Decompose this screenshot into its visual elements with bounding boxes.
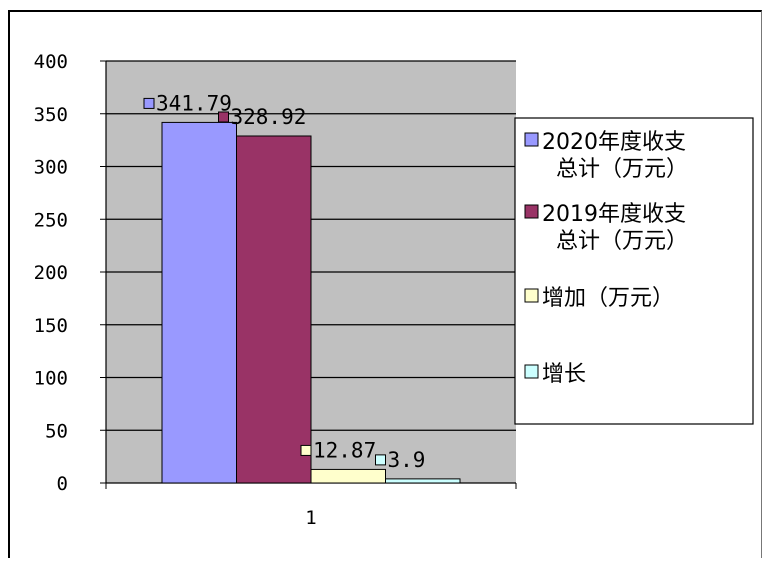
- y-tick-label: 250: [34, 209, 68, 231]
- y-tick-label: 350: [34, 104, 68, 126]
- data-label-key: [218, 111, 229, 123]
- y-axis: 0 50 100 150 200 250 300 350 400: [34, 51, 107, 495]
- y-tick-label: 300: [34, 157, 68, 179]
- legend-label: 总计（万元）: [556, 157, 688, 182]
- legend-swatch: [524, 288, 539, 303]
- data-label: 328.92: [231, 105, 307, 129]
- data-label-key: [143, 97, 155, 109]
- x-axis: 1: [105, 482, 517, 529]
- data-label-key: [300, 444, 312, 456]
- bar-series-1: [161, 121, 237, 484]
- data-label: 3.9: [388, 448, 426, 472]
- y-tick-label: 50: [45, 420, 68, 442]
- legend-label: 2019年度收支: [542, 202, 686, 227]
- x-tick-label: 1: [305, 507, 316, 529]
- y-tick-label: 400: [34, 51, 68, 73]
- data-label: 12.87: [313, 438, 376, 462]
- legend-swatch: [524, 204, 539, 219]
- bar-series-4: [385, 478, 461, 484]
- legend-label: 增加（万元）: [542, 286, 674, 311]
- y-tick-label: 150: [34, 315, 68, 337]
- legend-label: 2020年度收支: [542, 130, 686, 155]
- legend-swatch: [524, 364, 539, 379]
- y-tick-label: 200: [34, 262, 68, 284]
- legend-label: 总计（万元）: [556, 229, 688, 254]
- chart-frame: [8, 10, 762, 558]
- bar-series-3: [310, 468, 386, 484]
- legend-box: [514, 117, 754, 425]
- legend-label: 增长: [542, 362, 586, 387]
- bar-series-2: [236, 135, 312, 484]
- legend-swatch: [524, 132, 539, 147]
- y-tick-label: 100: [34, 368, 68, 390]
- data-label-key: [375, 454, 386, 466]
- bars: [161, 121, 461, 484]
- y-tick-label: 0: [57, 473, 68, 495]
- data-label: 341.79: [156, 91, 232, 115]
